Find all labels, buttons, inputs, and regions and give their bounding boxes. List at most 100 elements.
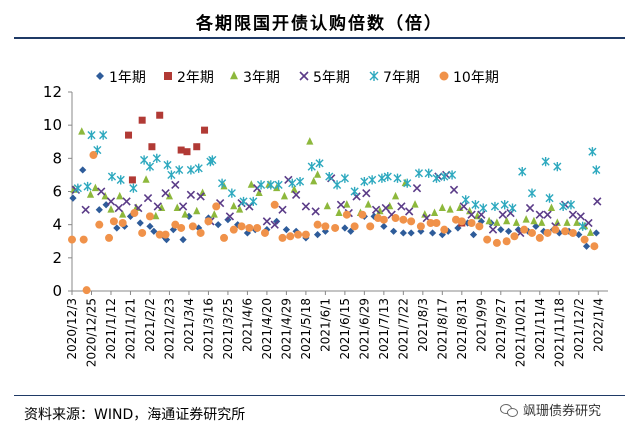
data-point bbox=[105, 233, 114, 242]
data-point bbox=[379, 215, 388, 224]
data-point bbox=[286, 232, 295, 241]
data-point bbox=[426, 219, 435, 228]
data-point bbox=[493, 218, 501, 226]
data-point bbox=[514, 226, 522, 234]
data-point bbox=[306, 137, 314, 145]
data-point bbox=[503, 216, 511, 225]
data-point bbox=[578, 221, 587, 231]
data-point bbox=[274, 180, 283, 190]
data-point bbox=[179, 235, 187, 244]
data-point bbox=[530, 216, 538, 225]
data-point bbox=[336, 200, 346, 209]
data-point bbox=[113, 224, 121, 232]
data-point bbox=[198, 188, 207, 197]
legend-item: 5年期 bbox=[299, 70, 350, 86]
data-point bbox=[520, 225, 529, 234]
data-point bbox=[321, 222, 330, 231]
data-point bbox=[262, 217, 272, 226]
data-point bbox=[313, 220, 322, 229]
data-point bbox=[173, 203, 181, 211]
data-point bbox=[129, 183, 138, 193]
data-point bbox=[362, 188, 371, 198]
data-point bbox=[358, 210, 367, 219]
data-point bbox=[81, 205, 90, 214]
data-point bbox=[381, 203, 390, 213]
data-point bbox=[593, 197, 602, 206]
data-point bbox=[278, 233, 287, 242]
data-point bbox=[142, 175, 150, 183]
data-point bbox=[391, 191, 400, 200]
data-point bbox=[212, 202, 221, 211]
legend-marker bbox=[96, 72, 104, 80]
data-point bbox=[592, 165, 601, 175]
data-point bbox=[483, 235, 492, 244]
data-point bbox=[177, 223, 186, 232]
data-point bbox=[405, 207, 414, 216]
data-point bbox=[119, 210, 127, 218]
data-point bbox=[590, 242, 599, 251]
y-tick-label: 2 bbox=[52, 249, 62, 267]
data-point bbox=[311, 207, 320, 216]
data-point bbox=[393, 173, 402, 183]
data-point bbox=[95, 206, 103, 214]
title-rule bbox=[14, 37, 625, 39]
data-point bbox=[82, 286, 91, 295]
legend-label: 5年期 bbox=[313, 70, 350, 86]
data-point bbox=[466, 206, 474, 215]
x-tick-label: 2022/1/4 bbox=[591, 298, 605, 352]
x-tick-label: 2021/11/18 bbox=[552, 298, 566, 367]
data-point bbox=[288, 178, 297, 188]
data-point bbox=[161, 188, 170, 198]
x-tick-label: 2021/4/6 bbox=[240, 298, 254, 352]
data-point bbox=[161, 230, 170, 239]
x-tick-label: 2021/8/31 bbox=[455, 298, 469, 360]
legend-marker bbox=[369, 71, 379, 81]
data-point bbox=[350, 222, 359, 231]
data-points bbox=[68, 111, 602, 295]
data-point bbox=[282, 226, 290, 234]
data-point bbox=[568, 228, 577, 237]
data-point bbox=[469, 231, 478, 239]
data-point bbox=[573, 218, 581, 226]
data-point bbox=[323, 201, 331, 210]
legend-label: 10年期 bbox=[453, 70, 499, 86]
data-point bbox=[444, 227, 452, 235]
data-point bbox=[380, 222, 388, 230]
data-point bbox=[350, 186, 359, 197]
series-7年期 bbox=[73, 130, 601, 231]
data-point bbox=[525, 203, 535, 213]
data-point bbox=[543, 210, 552, 219]
data-point bbox=[563, 218, 571, 226]
data-point bbox=[412, 184, 422, 193]
data-point bbox=[178, 202, 188, 211]
data-point bbox=[467, 219, 476, 228]
data-point bbox=[89, 151, 98, 160]
data-point bbox=[582, 242, 591, 250]
data-point bbox=[522, 215, 530, 223]
data-point bbox=[407, 217, 416, 226]
data-point bbox=[457, 217, 466, 226]
footer-rule bbox=[14, 395, 625, 396]
x-tick-label: 2021/6/15 bbox=[338, 298, 352, 360]
data-point bbox=[236, 205, 244, 213]
data-point bbox=[397, 202, 406, 211]
data-point bbox=[428, 229, 437, 237]
data-point bbox=[99, 130, 108, 140]
data-point bbox=[479, 203, 488, 213]
data-point bbox=[79, 166, 87, 174]
data-point bbox=[347, 227, 355, 235]
data-point bbox=[295, 176, 305, 187]
data-point bbox=[193, 143, 201, 151]
data-point bbox=[527, 228, 536, 237]
data-point bbox=[280, 191, 289, 200]
wechat-icon bbox=[500, 403, 518, 417]
x-tick-label: 2021/9/9 bbox=[474, 298, 488, 352]
data-point bbox=[386, 201, 394, 210]
y-tick-label: 4 bbox=[52, 216, 62, 234]
legend-item: 7年期 bbox=[369, 70, 420, 86]
series-1年期 bbox=[69, 166, 600, 250]
y-tick-label: 12 bbox=[43, 83, 62, 101]
x-tick-label: 2021/1/21 bbox=[123, 298, 137, 360]
data-point bbox=[432, 219, 441, 228]
data-point bbox=[576, 212, 585, 221]
